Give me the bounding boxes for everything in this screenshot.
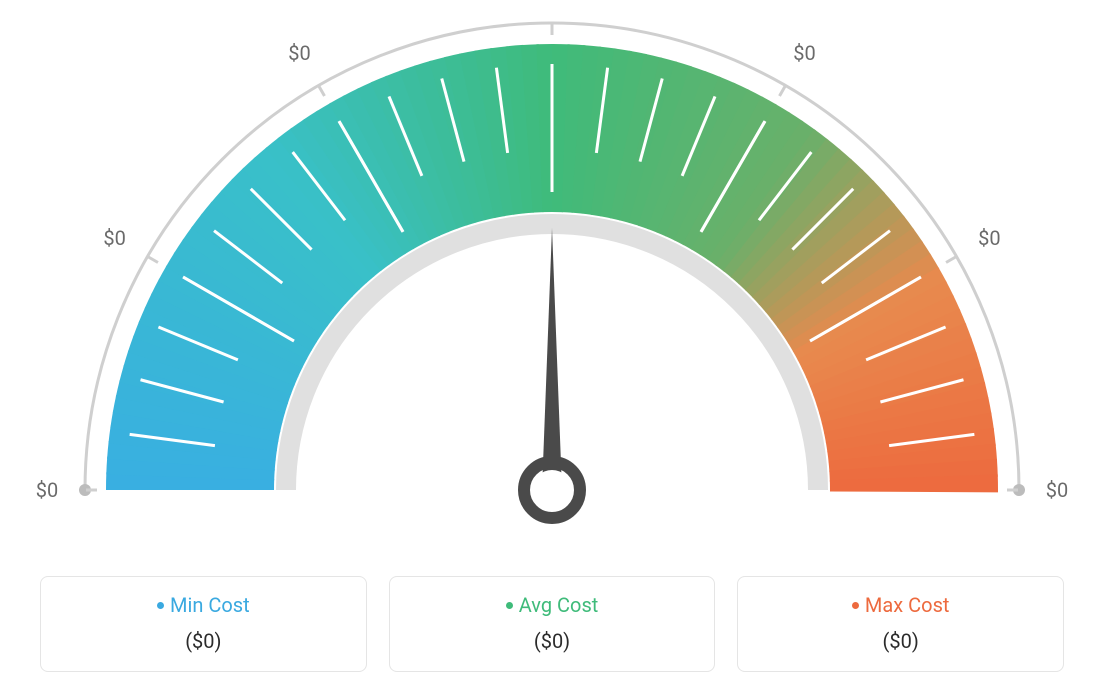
gauge-tick-label: $0 [793, 41, 815, 65]
gauge-tick-label: $0 [978, 226, 1000, 250]
legend-value-max: ($0) [750, 629, 1051, 653]
legend-label-max: Max Cost [865, 593, 950, 617]
legend-label-min: Min Cost [170, 593, 250, 617]
legend-value-avg: ($0) [402, 629, 703, 653]
gauge-area: $0$0$0$0$0$0$0 [0, 0, 1104, 560]
cost-gauge-infographic: $0$0$0$0$0$0$0 Min Cost ($0) Avg Cost ($… [0, 0, 1104, 690]
gauge-chart [0, 0, 1104, 560]
legend-dot-max [852, 602, 859, 609]
legend-title-max: Max Cost [852, 593, 950, 617]
legend-card-min: Min Cost ($0) [40, 576, 367, 672]
legend-dot-avg [506, 602, 513, 609]
gauge-tick-label: $0 [36, 478, 58, 502]
legend-row: Min Cost ($0) Avg Cost ($0) Max Cost ($0… [0, 576, 1104, 672]
legend-value-min: ($0) [53, 629, 354, 653]
legend-card-avg: Avg Cost ($0) [389, 576, 716, 672]
legend-label-avg: Avg Cost [519, 593, 599, 617]
gauge-tick-label: $0 [103, 226, 125, 250]
legend-dot-min [157, 602, 164, 609]
gauge-tick-label: $0 [1046, 478, 1068, 502]
legend-title-min: Min Cost [157, 593, 250, 617]
legend-card-max: Max Cost ($0) [737, 576, 1064, 672]
legend-title-avg: Avg Cost [506, 593, 599, 617]
gauge-tick-label: $0 [288, 41, 310, 65]
